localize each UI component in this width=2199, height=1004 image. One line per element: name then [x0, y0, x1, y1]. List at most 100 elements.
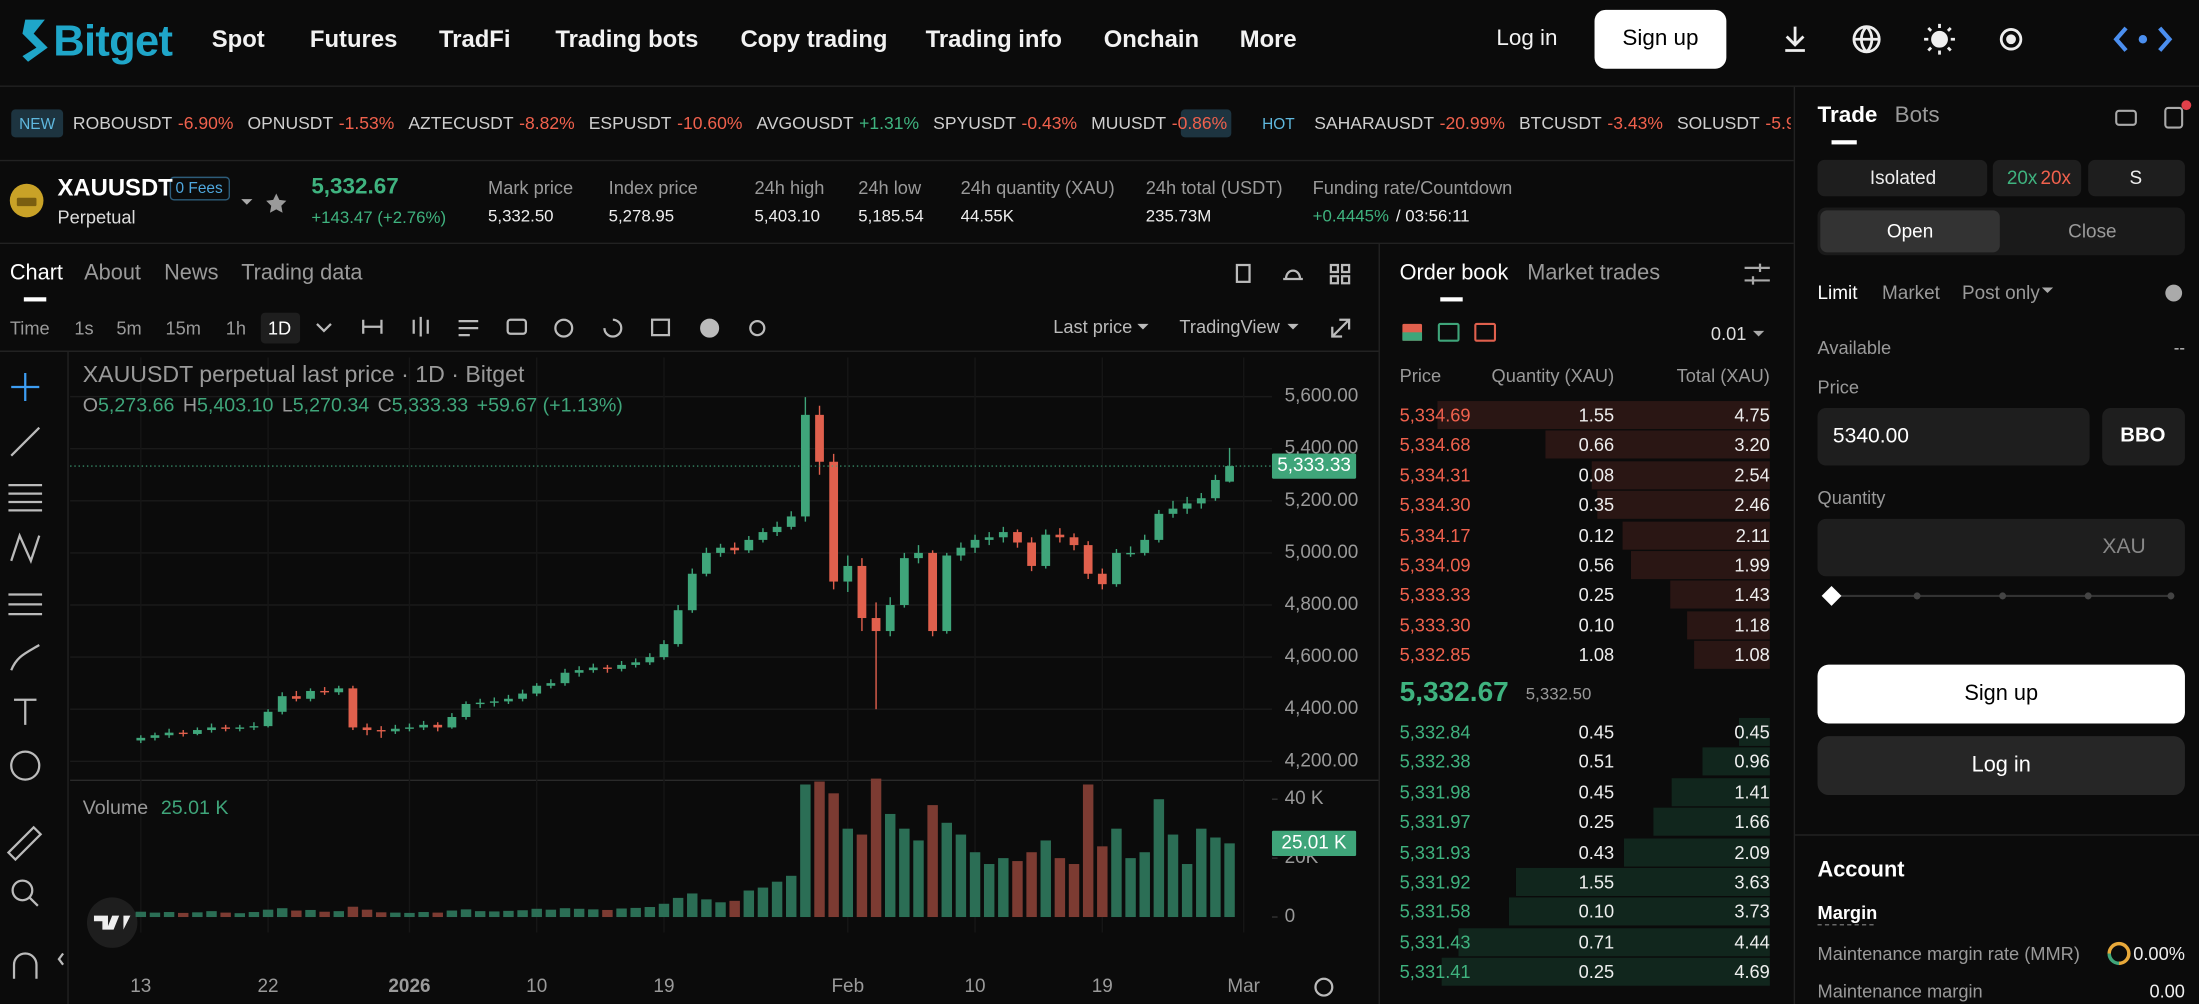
- chart-tab[interactable]: Chart: [9, 261, 63, 285]
- nav-item[interactable]: TradFi: [438, 25, 511, 53]
- ob-price[interactable]: 5,332.84: [1399, 721, 1471, 743]
- signup-label[interactable]: Sign up: [1964, 681, 2039, 706]
- bbo[interactable]: BBO: [2120, 424, 2166, 447]
- tool[interactable]: [362, 319, 383, 334]
- brand-switch[interactable]: [2113, 26, 2173, 52]
- tool[interactable]: [749, 319, 766, 337]
- mode[interactable]: [2088, 159, 2185, 197]
- price-source[interactable]: Last price: [1053, 316, 1133, 338]
- ob-price[interactable]: 5,331.92: [1399, 871, 1471, 893]
- download-icon[interactable]: [1785, 26, 1805, 52]
- nav-item[interactable]: Futures: [309, 25, 398, 53]
- ob-price[interactable]: 5,334.68: [1399, 434, 1471, 456]
- icon[interactable]: [1329, 263, 1340, 274]
- tool-measure[interactable]: [6, 825, 43, 862]
- collapse[interactable]: [57, 952, 65, 966]
- interval[interactable]: 15m: [165, 317, 201, 339]
- open-label[interactable]: Open: [1886, 220, 1934, 242]
- icon[interactable]: [1235, 263, 1251, 283]
- ticker-item[interactable]: OPNUSDT -1.53%: [247, 114, 394, 134]
- signup-button[interactable]: [1594, 9, 1727, 69]
- interval[interactable]: 1h: [225, 317, 247, 339]
- ticker-item[interactable]: AVGOUSDT +1.31%: [756, 114, 919, 134]
- tool[interactable]: [603, 318, 623, 338]
- nav-item[interactable]: More: [1239, 25, 1297, 53]
- nav-item[interactable]: Copy trading: [740, 25, 888, 53]
- tool[interactable]: [554, 318, 574, 338]
- ticker-item[interactable]: SAHARAUSDT -20.99%: [1314, 114, 1505, 134]
- leverage-short[interactable]: 20x: [2040, 167, 2072, 189]
- mode[interactable]: S: [2129, 167, 2143, 189]
- signup-button[interactable]: [1817, 664, 2185, 724]
- ob-price[interactable]: 5,333.33: [1399, 584, 1471, 606]
- order-type[interactable]: Limit: [1817, 282, 1858, 304]
- ticker-item[interactable]: SPYUSDT -0.43%: [933, 114, 1077, 134]
- nav-item[interactable]: Spot: [211, 25, 265, 53]
- nav-item[interactable]: Trading info: [925, 25, 1063, 53]
- tool-forecast[interactable]: [8, 593, 43, 616]
- tool[interactable]: [412, 316, 429, 337]
- ob-price[interactable]: 5,334.09: [1399, 554, 1471, 576]
- tool-emoji[interactable]: [10, 750, 41, 781]
- ob-precision[interactable]: 0.01: [1710, 323, 1747, 345]
- leverage[interactable]: [1992, 159, 2082, 197]
- favorite-star[interactable]: [266, 193, 287, 213]
- ob-price[interactable]: 5,331.97: [1399, 811, 1471, 833]
- login-link[interactable]: Log in: [1496, 26, 1558, 51]
- nav-item[interactable]: Trading bots: [555, 25, 699, 53]
- price-value[interactable]: 5340.00: [1832, 424, 1909, 449]
- interval[interactable]: 1s: [74, 317, 94, 339]
- order-type[interactable]: Market: [1882, 282, 1940, 304]
- settings-icon[interactable]: [1999, 28, 2023, 51]
- tool-brush[interactable]: [10, 644, 40, 671]
- symbol-caret[interactable]: [241, 199, 253, 205]
- margin-mode[interactable]: [1817, 159, 1988, 197]
- ob-tab[interactable]: Market trades: [1527, 261, 1661, 285]
- tool-crosshair[interactable]: [11, 372, 40, 402]
- tool[interactable]: [650, 318, 671, 337]
- ticker-item[interactable]: ROBOUSDT -6.90%: [73, 114, 234, 134]
- chart-tab[interactable]: Trading data: [241, 261, 363, 285]
- tool[interactable]: [458, 319, 479, 337]
- chart-view[interactable]: TradingView: [1179, 316, 1280, 338]
- ob-price[interactable]: 5,334.69: [1399, 404, 1471, 426]
- tool-line[interactable]: [10, 426, 41, 457]
- leverage-long[interactable]: 20x: [2006, 167, 2038, 189]
- ob-price[interactable]: 5,334.31: [1399, 464, 1471, 486]
- login-label[interactable]: Log in: [1971, 753, 2031, 778]
- ob-price[interactable]: 5,334.30: [1399, 494, 1471, 516]
- interval[interactable]: 1D: [267, 317, 292, 339]
- fullscreen[interactable]: [1331, 318, 1351, 338]
- tool-text[interactable]: [14, 698, 37, 725]
- ob-price[interactable]: 5,333.30: [1399, 614, 1471, 636]
- chart-tab[interactable]: News: [164, 261, 219, 285]
- login-button[interactable]: [1817, 736, 2185, 796]
- ob-price[interactable]: 5,331.98: [1399, 781, 1471, 803]
- tool[interactable]: [700, 318, 720, 338]
- ob-price[interactable]: 5,332.85: [1399, 644, 1471, 666]
- ticker-item[interactable]: BTCUSDT -3.43%: [1519, 114, 1663, 134]
- ob-price[interactable]: 5,331.93: [1399, 841, 1471, 863]
- ticker-item[interactable]: SOLUSDT-5.92%: [1677, 114, 1791, 134]
- ob-view-icon[interactable]: [1474, 322, 1497, 342]
- interval-caret[interactable]: [316, 323, 332, 333]
- ob-price[interactable]: 5,331.43: [1399, 931, 1471, 953]
- ob-price[interactable]: 5,331.58: [1399, 901, 1471, 923]
- chart-tab[interactable]: About: [84, 261, 141, 285]
- ticker-item[interactable]: AZTECUSDT -8.82%: [408, 114, 574, 134]
- nav-item[interactable]: Onchain: [1103, 25, 1200, 53]
- ticker-item[interactable]: ESPUSDT -10.60%: [589, 114, 743, 134]
- ob-tab[interactable]: Order book: [1399, 261, 1509, 285]
- ticker-item[interactable]: MUUSDT -0.86%: [1091, 114, 1227, 134]
- open-tab[interactable]: [1820, 210, 2000, 253]
- order-type[interactable]: Post only: [1961, 282, 2040, 304]
- trade-tab[interactable]: Trade: [1817, 103, 1878, 128]
- close-label[interactable]: Close: [2068, 220, 2117, 242]
- ob-price[interactable]: 5,332.38: [1399, 751, 1471, 773]
- tool-magnet[interactable]: [12, 952, 38, 979]
- theme-icon[interactable]: [1931, 30, 1948, 48]
- ob-price[interactable]: 5,331.41: [1399, 961, 1471, 983]
- bbo-button[interactable]: [2102, 408, 2185, 466]
- quantity-input[interactable]: [1817, 518, 2185, 577]
- info-icon[interactable]: [2165, 284, 2183, 302]
